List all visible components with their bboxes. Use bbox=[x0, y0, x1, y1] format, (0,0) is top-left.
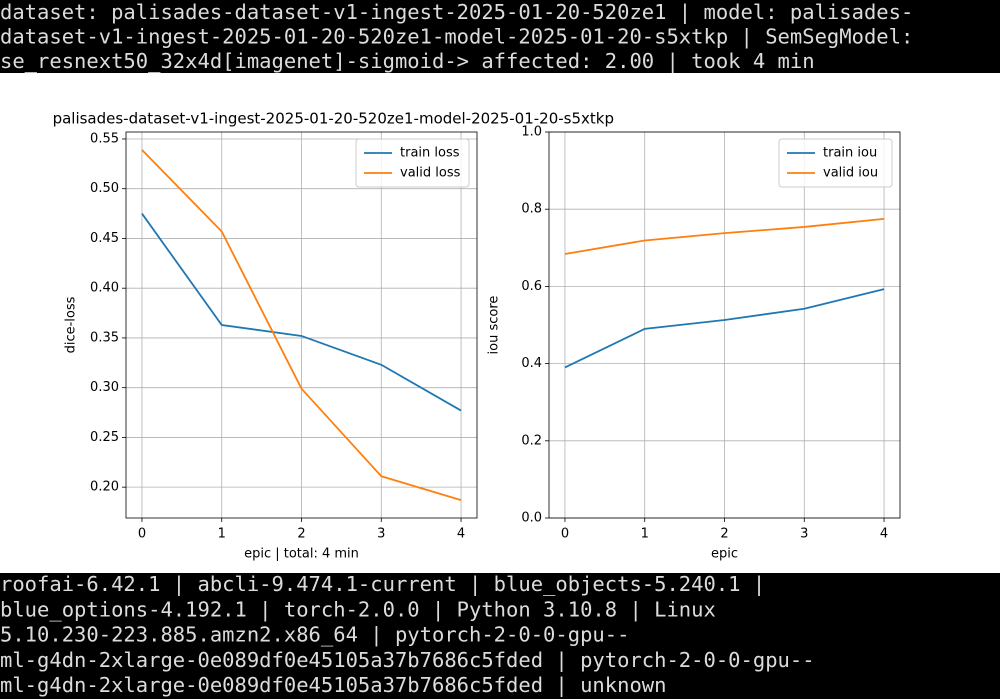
x-tick-label: 2 bbox=[720, 527, 728, 542]
header-line: dataset: palisades-dataset-v1-ingest-202… bbox=[0, 0, 913, 25]
y-axis-label: dice-loss bbox=[64, 296, 79, 353]
legend-box bbox=[355, 138, 470, 188]
y-axis-label: iou score bbox=[487, 296, 502, 355]
y-tick-label: 0.0 bbox=[521, 511, 542, 526]
series-line bbox=[564, 288, 885, 369]
y-tick-label: 1.0 bbox=[521, 125, 542, 140]
y-tick-label: 0.35 bbox=[90, 330, 119, 345]
x-tick-label: 1 bbox=[641, 527, 649, 542]
y-tick-label: 0.55 bbox=[90, 131, 119, 146]
y-tick-label: 0.4 bbox=[521, 356, 542, 371]
legend-box bbox=[778, 138, 893, 188]
x-tick-label: 0 bbox=[561, 527, 569, 542]
y-tick-label: 0.2 bbox=[521, 433, 542, 448]
y-tick-label: 0.25 bbox=[90, 430, 119, 445]
plot-frame bbox=[125, 131, 478, 519]
header-line: se_resnext50_32x4d[imagenet]-sigmoid-> a… bbox=[0, 49, 815, 74]
x-tick-label: 0 bbox=[138, 527, 146, 542]
x-tick-label: 4 bbox=[880, 527, 888, 542]
y-tick-label: 0.6 bbox=[521, 279, 542, 294]
x-tick-label: 2 bbox=[297, 527, 305, 542]
chart-title: palisades-dataset-v1-ingest-2025-01-20-5… bbox=[53, 110, 614, 128]
y-tick-label: 0.40 bbox=[90, 281, 119, 296]
y-tick-label: 0.8 bbox=[521, 202, 542, 217]
x-tick-label: 4 bbox=[457, 527, 465, 542]
legend-label: valid loss bbox=[400, 166, 461, 181]
footer-line: blue_options-4.192.1 | torch-2.0.0 | Pyt… bbox=[0, 597, 716, 622]
y-tick-label: 0.50 bbox=[90, 181, 119, 196]
footer-line: ml-g4dn-2xlarge-0e089df0e45105a37b7686c5… bbox=[0, 673, 666, 698]
series-line bbox=[564, 217, 885, 255]
y-tick-label: 0.20 bbox=[90, 480, 119, 495]
y-tick-label: 0.30 bbox=[90, 380, 119, 395]
header-line: dataset-v1-ingest-2025-01-20-520ze1-mode… bbox=[0, 25, 913, 50]
x-axis-label: epic bbox=[711, 547, 738, 562]
footer-line: 5.10.230-223.885.amzn2.x86_64 | pytorch-… bbox=[0, 623, 629, 648]
legend-label: train loss bbox=[400, 146, 460, 161]
y-tick-label: 0.45 bbox=[90, 231, 119, 246]
footer-line: roofai-6.42.1 | abcli-9.474.1-current | … bbox=[0, 572, 765, 597]
legend-label: valid iou bbox=[823, 166, 878, 181]
x-tick-label: 3 bbox=[377, 527, 385, 542]
footer-line: ml-g4dn-2xlarge-0e089df0e45105a37b7686c5… bbox=[0, 648, 815, 673]
x-axis-label: epic | total: 4 min bbox=[244, 547, 359, 562]
x-tick-label: 3 bbox=[800, 527, 808, 542]
legend-label: train iou bbox=[823, 146, 877, 161]
header-bar bbox=[0, 0, 1000, 73]
series-line bbox=[141, 213, 462, 412]
x-tick-label: 1 bbox=[218, 527, 226, 542]
series-line bbox=[141, 149, 462, 501]
plot-frame bbox=[548, 131, 901, 519]
footer-bar bbox=[0, 573, 1000, 699]
